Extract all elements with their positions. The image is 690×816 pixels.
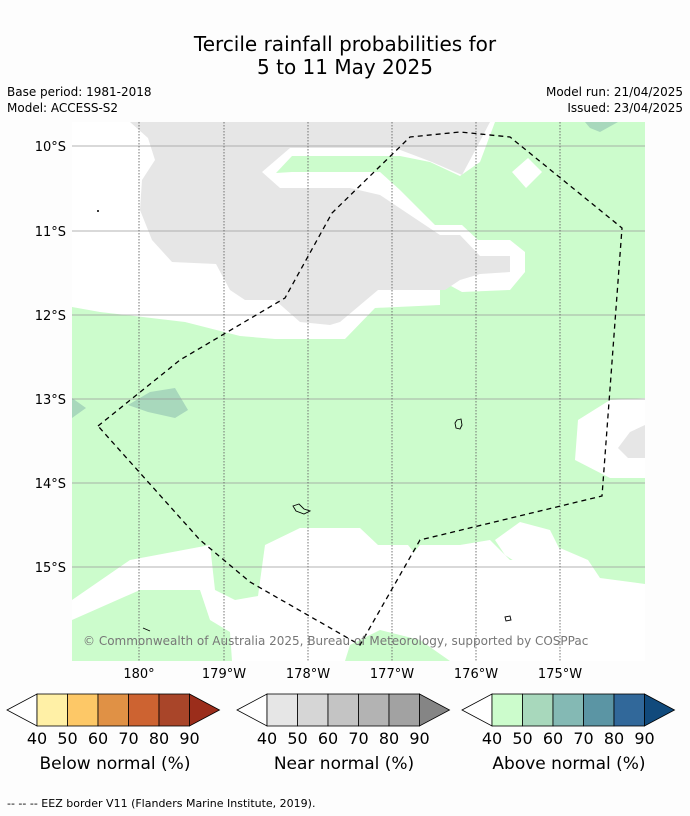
meta-left: Base period: 1981-2018 Model: ACCESS-S2: [7, 84, 152, 116]
legend-color-cell: [36, 693, 68, 727]
map-area: © Commonwealth of Australia 2025, Bureau…: [72, 122, 645, 661]
lat-label: 11°S: [35, 225, 66, 240]
latitude-labels: 10°S 11°S 12°S 13°S 14°S 15°S: [35, 140, 66, 576]
legend-color-cell: [491, 693, 523, 727]
base-period: Base period: 1981-2018: [7, 85, 152, 99]
legend-title-above: Above normal (%): [492, 754, 646, 774]
lon-label: 177°W: [370, 667, 414, 682]
legend-tick-label: 40: [257, 729, 277, 748]
legend-color-cell: [97, 693, 129, 727]
legend-high-triangle: [644, 693, 676, 727]
legend-tick-label: 90: [409, 729, 429, 748]
legend-color-cell: [327, 693, 359, 727]
above-normal-50-region: [128, 388, 188, 418]
legend-title-below: Below normal (%): [39, 754, 191, 774]
lat-label: 15°S: [35, 561, 66, 576]
lon-label: 176°W: [454, 667, 498, 682]
map-title-line2: 5 to 11 May 2025: [257, 55, 433, 79]
legend-tick-label: 90: [634, 729, 654, 748]
copyright-text: © Commonwealth of Australia 2025, Bureau…: [83, 634, 588, 648]
legend-tick-label: 60: [543, 729, 563, 748]
legend-tick-label: 60: [318, 729, 338, 748]
model-run: Model run: 21/04/2025: [545, 85, 683, 99]
legend-low-triangle: [236, 693, 268, 727]
legend-tick-label: 50: [287, 729, 307, 748]
legend-color-cell: [613, 693, 645, 727]
meta-right: Model run: 21/04/2025 Issued: 23/04/2025: [546, 84, 683, 116]
legend-color-cell: [128, 693, 160, 727]
legend-tick-label: 50: [57, 729, 77, 748]
legend-low-triangle: [6, 693, 38, 727]
legend-tick-label: 40: [27, 729, 47, 748]
legend-color-cell: [358, 693, 390, 727]
legend-color-cell: [158, 693, 190, 727]
near-normal-region: [130, 122, 510, 325]
lat-label: 13°S: [35, 393, 66, 408]
lon-label: 179°W: [202, 667, 246, 682]
lon-label: 175°W: [538, 667, 582, 682]
islands: [96, 209, 512, 632]
near-normal-region: [618, 425, 645, 458]
legend-tick-label: 90: [179, 729, 199, 748]
legend-title-near: Near normal (%): [273, 754, 415, 774]
legend-tick-label: 80: [149, 729, 169, 748]
legend-color-cell: [297, 693, 329, 727]
above-normal-region: [72, 590, 232, 661]
lat-label: 12°S: [35, 309, 66, 324]
legend-color-cell: [266, 693, 298, 727]
legend-color-cell: [388, 693, 420, 727]
legend-color-cell: [522, 693, 554, 727]
legend-tick-label: 50: [512, 729, 532, 748]
legend-tick-label: 70: [573, 729, 593, 748]
legend-tick-label: 60: [88, 729, 108, 748]
lon-label: 180°: [123, 667, 154, 682]
above-normal-region: [72, 122, 645, 661]
legend-tick-label: 70: [118, 729, 138, 748]
legend-color-cell: [67, 693, 99, 727]
legend-color-cell: [583, 693, 615, 727]
legend-tick-label: 80: [379, 729, 399, 748]
legends: 40 50 60 70 80 90 40 50 60 70 80 90 40 50 60 70 80 90: [6, 693, 676, 748]
legend-tick-label: 40: [482, 729, 502, 748]
legend-tick-label: 70: [348, 729, 368, 748]
map-title-line1: Tercile rainfall probabilities for: [193, 32, 497, 56]
legend-high-triangle: [189, 693, 221, 727]
lat-label: 14°S: [35, 477, 66, 492]
eez-border: [97, 131, 623, 646]
longitude-labels: 180° 179°W 178°W 177°W 176°W 175°W: [123, 667, 582, 682]
white-gap: [495, 522, 560, 568]
white-gap: [512, 158, 542, 188]
legend-tick-label: 80: [604, 729, 624, 748]
legend-color-cell: [552, 693, 584, 727]
latitude-gridlines: [72, 145, 645, 568]
legend-low-triangle: [461, 693, 493, 727]
legend-high-triangle: [419, 693, 451, 727]
footnote: -- -- -- EEZ border V11 (Flanders Marine…: [7, 797, 316, 810]
model-name: Model: ACCESS-S2: [7, 101, 119, 115]
above-normal-50-region: [585, 122, 618, 132]
issued-date: Issued: 23/04/2025: [567, 101, 683, 115]
lon-label: 178°W: [286, 667, 330, 682]
above-normal-50-region: [72, 398, 86, 418]
lat-label: 10°S: [35, 140, 66, 155]
